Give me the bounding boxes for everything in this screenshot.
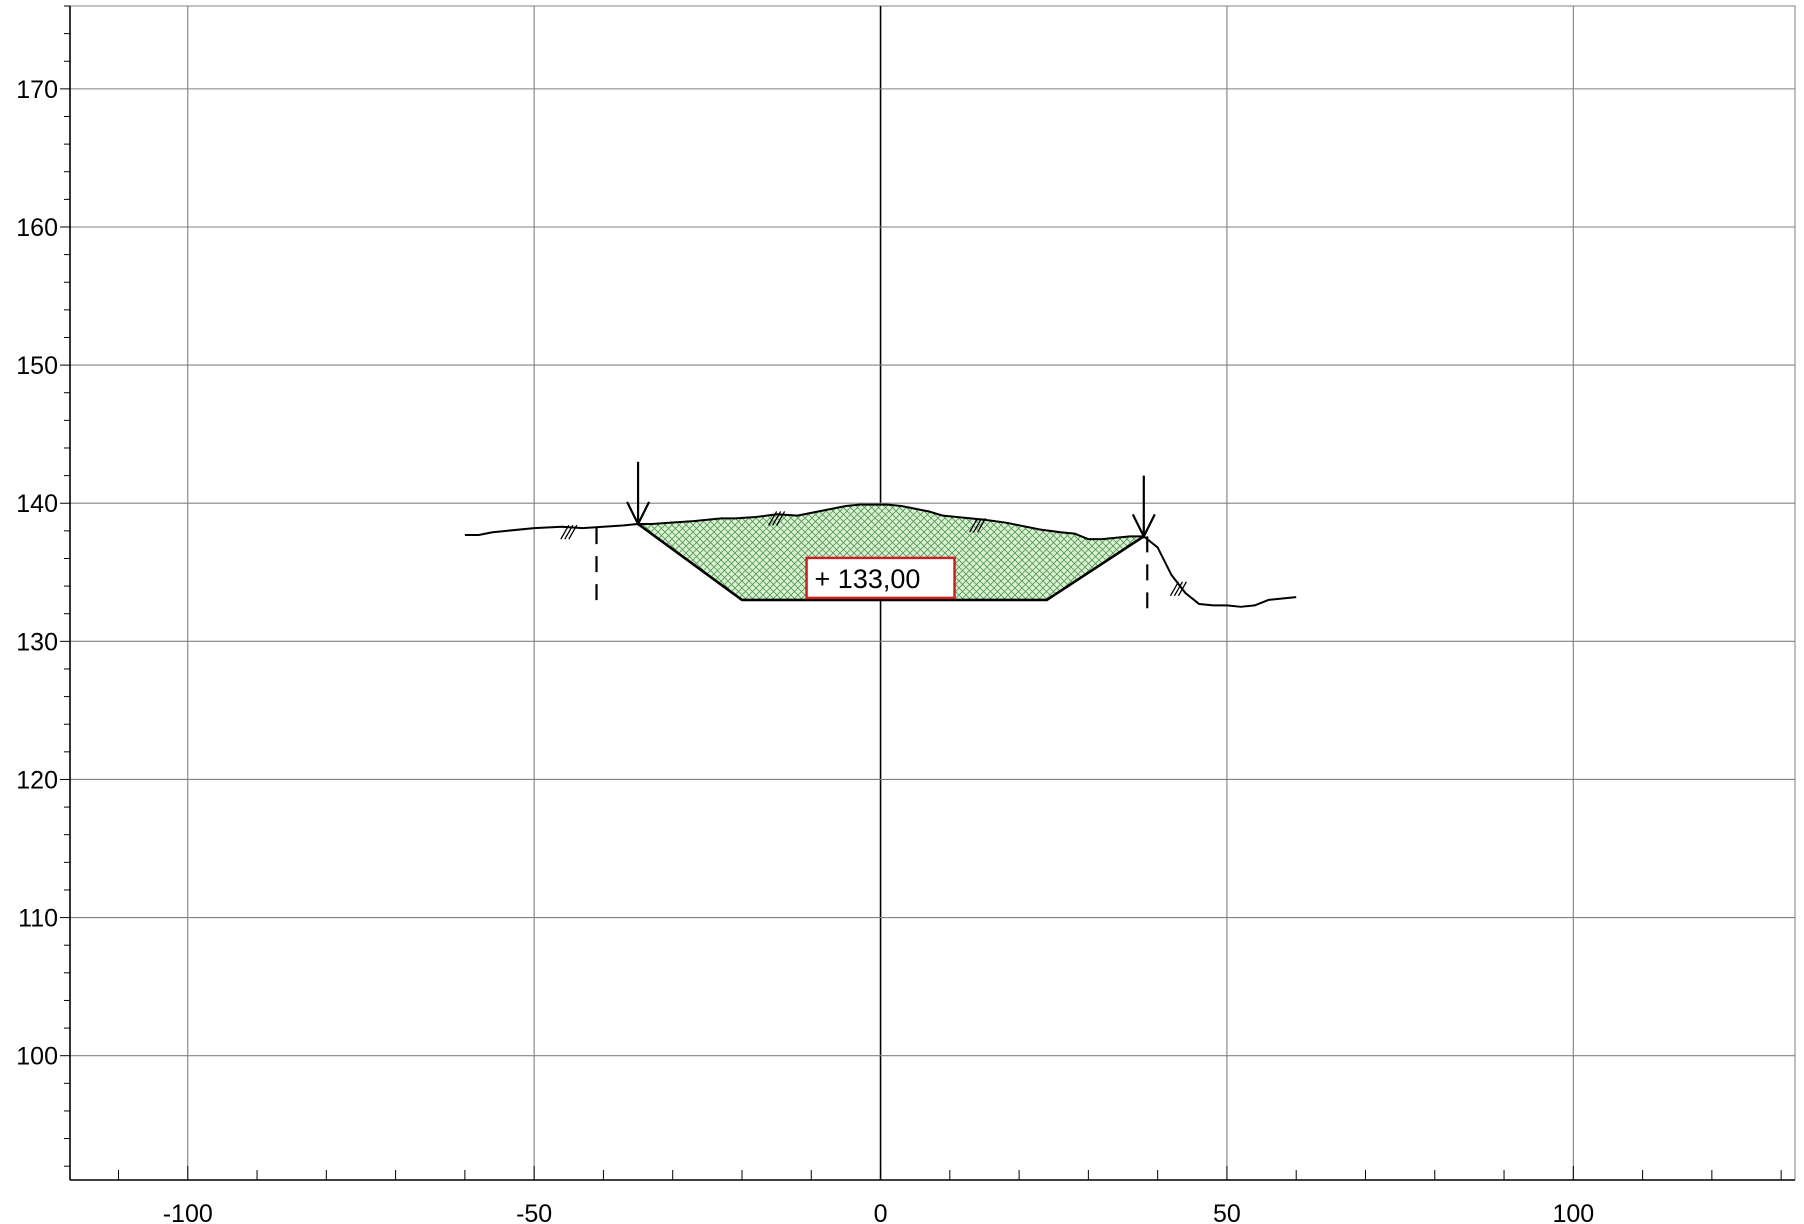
grid (69, 5, 1796, 1181)
y-tick-label: 110 (18, 905, 58, 933)
slope-mark-stroke (976, 517, 987, 533)
slope-mark-stroke (560, 524, 570, 540)
annotations: + 133,00 (560, 461, 1187, 611)
y-tick-label: 160 (16, 214, 58, 242)
y-tick-label: 170 (16, 76, 58, 104)
y-tick-label: 100 (16, 1043, 58, 1071)
slope-mark-stroke (568, 524, 578, 540)
slope-mark (560, 524, 578, 540)
slope-mark-stroke (768, 511, 778, 526)
formation-level-label: + 133,00 (815, 564, 921, 594)
slope-mark-stroke (968, 517, 979, 533)
formation-level-box (805, 556, 956, 600)
excavation-profile-line (637, 522, 1145, 602)
slope-mark-stroke (772, 511, 782, 526)
ground-profile-line (464, 503, 1297, 608)
slope-mark-stroke (1173, 581, 1183, 597)
x-tick-label: -100 (163, 1200, 213, 1224)
slope-mark-stroke (776, 511, 786, 526)
slope-mark (768, 511, 786, 526)
slope-mark-stroke (1169, 581, 1179, 597)
arrow-head (626, 501, 651, 527)
excavation-fill (638, 504, 1144, 600)
slope-mark-stroke (564, 524, 574, 540)
axis-tick-labels: -100 -50 0 50 100 100 110 120 130 140 150 160 170 (16, 76, 1594, 1224)
y-tick-label: 130 (16, 628, 58, 656)
excavation-area (638, 504, 1144, 600)
x-tick-label: -50 (516, 1200, 552, 1224)
axis-ticks (60, 5, 1795, 1181)
slope-mark (968, 517, 987, 533)
slope-mark-stroke (972, 517, 983, 533)
y-tick-label: 140 (16, 490, 58, 518)
slope-mark-stroke (1177, 581, 1187, 597)
arrow-head (1131, 513, 1156, 539)
slope-mark (1169, 581, 1187, 597)
profile-lines (464, 503, 1297, 608)
x-tick-label: 0 (874, 1200, 888, 1224)
y-tick-label: 120 (16, 766, 58, 794)
y-tick-label: 150 (16, 352, 58, 380)
x-tick-label: 50 (1213, 1200, 1241, 1224)
x-tick-label: 100 (1552, 1200, 1594, 1224)
